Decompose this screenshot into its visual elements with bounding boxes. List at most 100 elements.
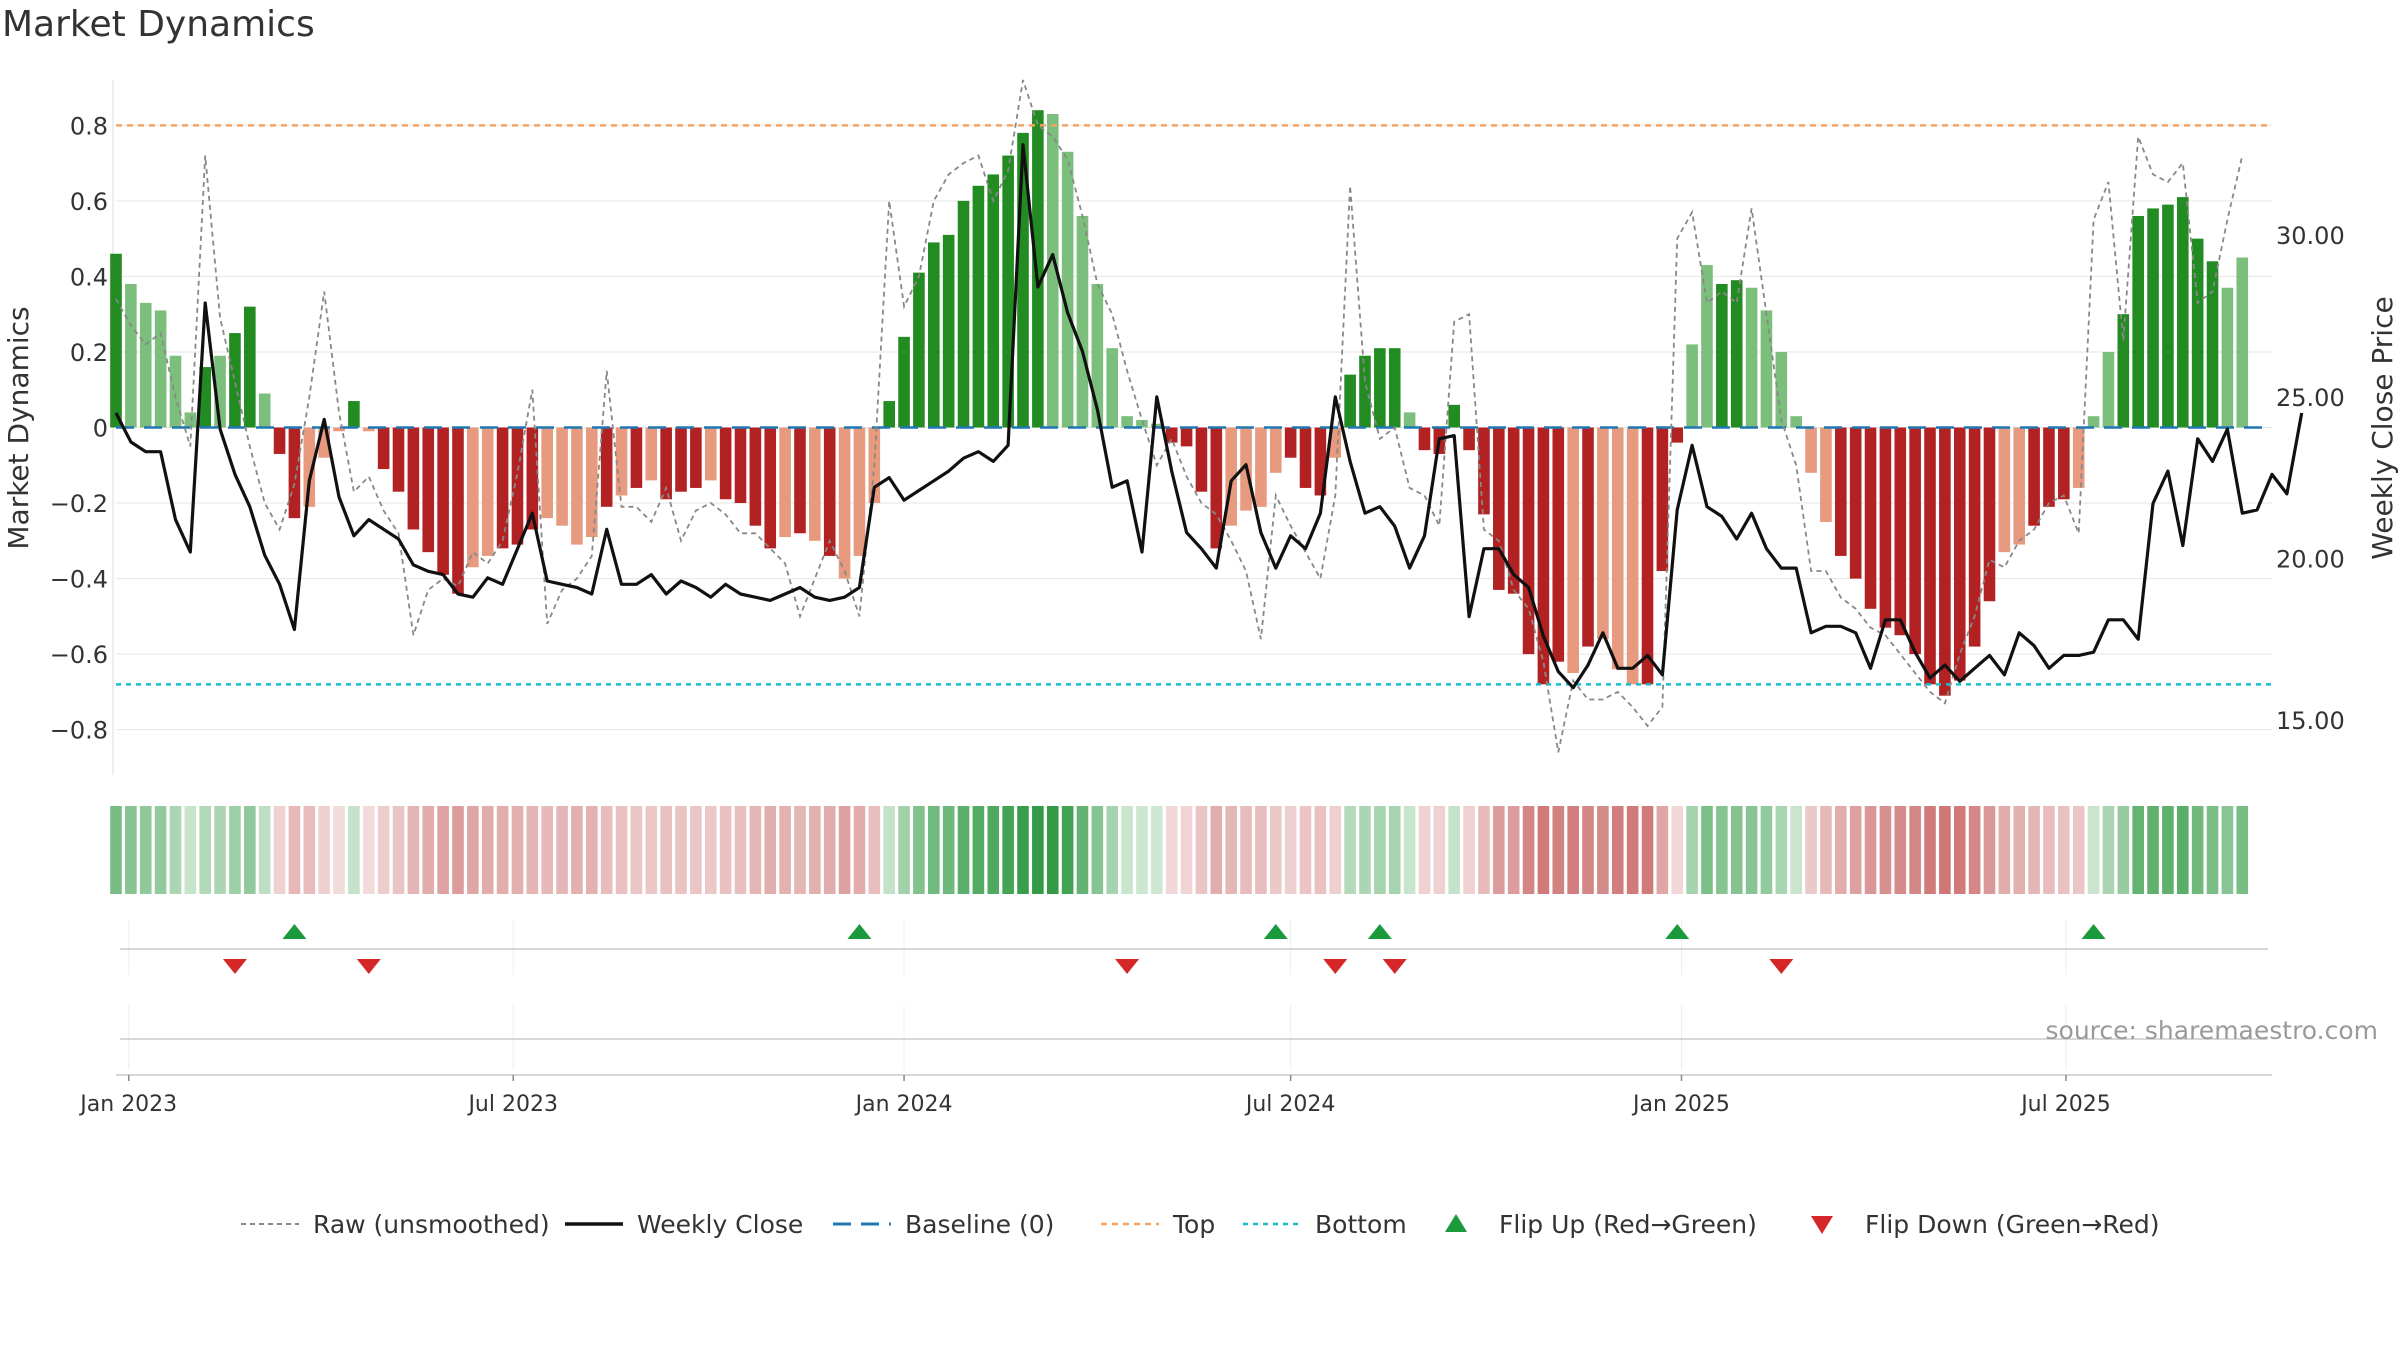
heat-cell <box>1909 806 1921 894</box>
momentum-bar <box>1537 427 1550 685</box>
momentum-bar <box>2087 416 2100 428</box>
flip-down-marker <box>1323 959 1348 974</box>
regime-heat-strip <box>110 806 2249 894</box>
heat-cell <box>794 806 806 894</box>
momentum-bar <box>1002 155 1014 428</box>
heat-cell <box>1314 806 1327 894</box>
heat-cell <box>1299 806 1312 894</box>
reference-lines <box>116 124 2272 686</box>
momentum-bar <box>809 427 821 541</box>
heat-cell <box>957 806 970 894</box>
heat-cell <box>1820 806 1832 894</box>
legend-label: Flip Up (Red→Green) <box>1499 1210 1757 1239</box>
heat-cell <box>1968 806 1981 894</box>
heat-cell <box>1775 806 1788 894</box>
momentum-bar <box>1225 427 1237 526</box>
momentum-bar <box>407 427 420 530</box>
x-tick-label: Jan 2025 <box>1631 1092 1730 1117</box>
momentum-bar <box>1299 427 1312 488</box>
momentum-bar <box>1894 427 1907 636</box>
heat-cell <box>1403 806 1416 894</box>
heat-cell <box>675 806 687 894</box>
flip-down-marker <box>1382 959 1407 974</box>
y-tick-label: 0.6 <box>70 188 108 216</box>
heat-cell <box>1939 806 1951 894</box>
heat-cell <box>2221 806 2234 894</box>
momentum-bar <box>452 427 464 594</box>
heat-cell <box>1165 806 1178 894</box>
heat-cell <box>348 806 360 894</box>
y-tick-label: −0.4 <box>50 566 108 594</box>
momentum-bar <box>1136 419 1148 428</box>
y2-axis-label: Weekly Close Price <box>2366 296 2399 559</box>
momentum-bar <box>214 355 226 428</box>
heat-cell <box>660 806 672 894</box>
momentum-bar <box>2236 257 2249 428</box>
momentum-bar <box>229 333 241 428</box>
heat-cell <box>333 806 345 894</box>
momentum-bar <box>987 174 1000 428</box>
heat-cell <box>1611 806 1624 894</box>
momentum-bar <box>2102 351 2115 428</box>
momentum-bar <box>660 427 672 500</box>
momentum-bar <box>586 427 598 538</box>
y2-tick-label: 30.00 <box>2276 222 2345 250</box>
heat-cell <box>2102 806 2115 894</box>
heat-cell <box>1686 806 1698 894</box>
momentum-bar <box>422 427 435 553</box>
heat-cell <box>1344 806 1356 894</box>
momentum-bar <box>734 427 747 504</box>
chart-title: Market Dynamics <box>2 4 315 45</box>
momentum-bar <box>1091 283 1104 428</box>
momentum-bar <box>1374 348 1386 428</box>
y-tick-label: 0.4 <box>70 263 108 291</box>
heat-cell <box>1240 806 1252 894</box>
y-axis-left: 0.8 0.6 0.4 0.2 0 −0.2 −0.4 −0.6 −0.8 <box>50 80 114 775</box>
heat-cell <box>1210 806 1223 894</box>
heat-cell <box>139 806 152 894</box>
momentum-bar <box>1418 427 1431 451</box>
y-tick-label: −0.2 <box>50 490 108 518</box>
heat-cell <box>600 806 613 894</box>
momentum-bar <box>630 427 643 488</box>
momentum-bar <box>2162 204 2174 428</box>
momentum-bar <box>2072 427 2085 488</box>
heat-cell <box>1835 806 1847 894</box>
heat-cell <box>2132 806 2144 894</box>
heat-cell <box>154 806 167 894</box>
heat-cell <box>1388 806 1401 894</box>
heat-cell <box>1284 806 1297 894</box>
momentum-bar <box>1448 404 1461 428</box>
y-tick-label: −0.8 <box>50 717 108 745</box>
momentum-bar <box>184 412 197 428</box>
heat-cell <box>1597 806 1609 894</box>
momentum-bar <box>1388 348 1401 428</box>
momentum-bar <box>972 185 985 428</box>
y-tick-label: −0.6 <box>50 641 108 669</box>
heat-cell <box>779 806 791 894</box>
momentum-bar <box>1314 427 1327 496</box>
source-credit: source: sharemaestro.com <box>2046 1016 2379 1045</box>
weekly-close-line <box>114 143 2304 690</box>
heat-cell <box>437 806 449 894</box>
heat-cell <box>1924 806 1936 894</box>
momentum-bar <box>1180 427 1193 447</box>
empty-panel <box>120 1005 2268 1070</box>
momentum-bar <box>1403 412 1416 428</box>
heat-cell <box>2028 806 2040 894</box>
momentum-bar <box>1820 427 1832 522</box>
heat-cell <box>1730 806 1743 894</box>
heat-cell <box>1374 806 1386 894</box>
heat-cell <box>586 806 598 894</box>
heat-cell <box>1671 806 1684 894</box>
momentum-bar <box>1835 427 1847 556</box>
momentum-bar <box>511 427 524 545</box>
heat-cell <box>1567 806 1579 894</box>
momentum-bar <box>2176 197 2189 428</box>
heat-cell <box>942 806 955 894</box>
momentum-bar <box>913 272 925 428</box>
momentum-bar <box>1106 348 1119 428</box>
momentum-bar <box>1493 427 1505 590</box>
heat-cell <box>972 806 985 894</box>
